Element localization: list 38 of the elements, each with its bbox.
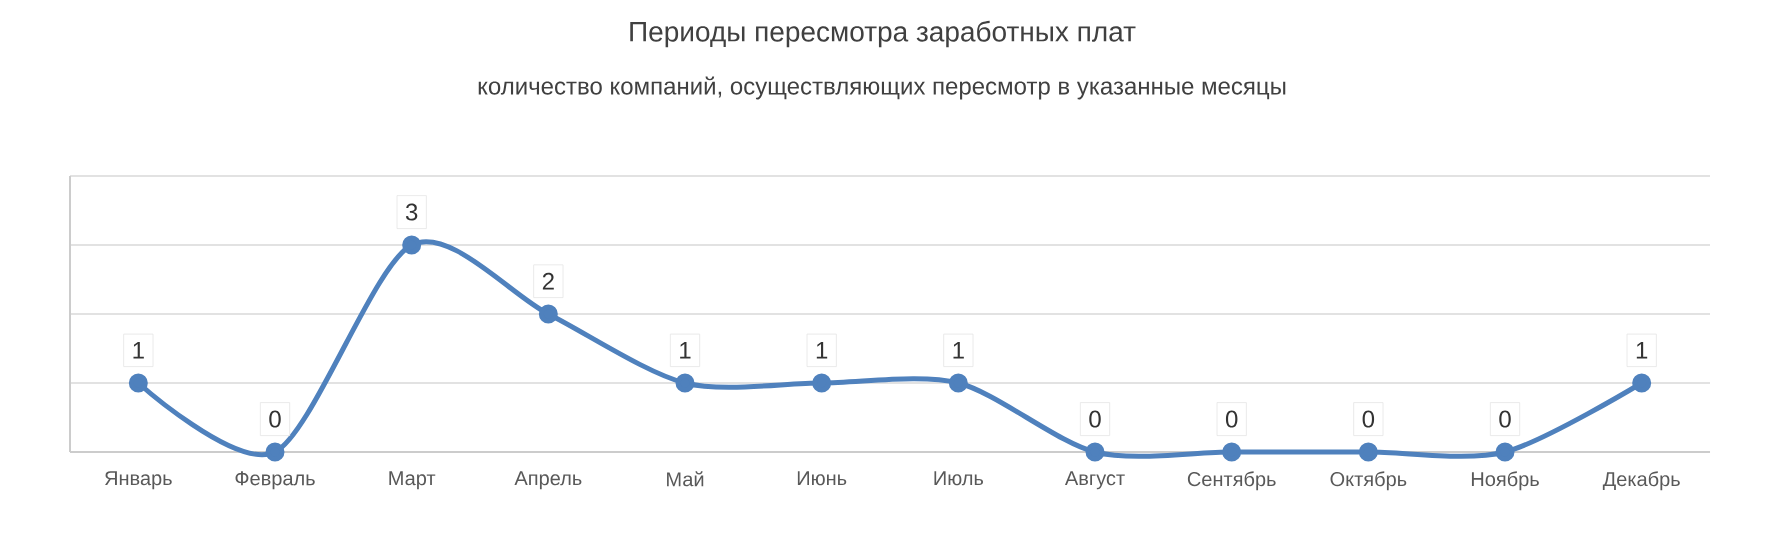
x-tick-label: Ноябрь — [1471, 471, 1539, 491]
x-tick-label: Февраль — [235, 471, 315, 490]
point — [538, 304, 558, 324]
point — [1222, 442, 1242, 462]
x-tick-label: Июль — [934, 471, 984, 486]
x-tick-label: Апрель — [514, 471, 582, 490]
data-label: 3 — [405, 203, 418, 221]
data-label: 1 — [680, 342, 691, 359]
x-tick-label: Июнь — [797, 471, 847, 486]
point — [1495, 442, 1515, 462]
x-tick-label: Май — [667, 471, 704, 487]
point — [675, 373, 695, 393]
point — [402, 235, 422, 255]
point — [265, 442, 285, 462]
data-label: 0 — [1089, 410, 1101, 428]
data-label: 2 — [542, 272, 554, 290]
data-label: 0 — [269, 410, 281, 428]
data-label: 1 — [816, 342, 828, 359]
point — [128, 373, 148, 393]
chart-title: Периоды пересмотра заработных плат — [630, 20, 1136, 48]
point — [1632, 373, 1652, 393]
chart-subtitle: количество компаний, осуществляющих пересмотр в указанные месяцы — [478, 76, 1286, 100]
data-label: 1 — [953, 342, 964, 359]
point — [1358, 442, 1378, 462]
x-tick-label: Октябрь — [1330, 471, 1407, 491]
data-label: 1 — [133, 342, 144, 359]
x-tick-label: Август — [1064, 471, 1125, 490]
point — [812, 373, 832, 393]
x-tick-label: Январь — [105, 471, 172, 490]
point — [1085, 442, 1105, 462]
data-label: 0 — [1225, 410, 1238, 428]
point — [948, 373, 968, 393]
x-tick-label: Сентябрь — [1187, 471, 1276, 491]
data-label: 0 — [1362, 410, 1375, 428]
x-tick-label: Декабрь — [1602, 471, 1680, 491]
data-label: 1 — [1636, 342, 1648, 359]
data-label: 0 — [1499, 410, 1511, 428]
x-tick-label: Март — [389, 471, 436, 490]
